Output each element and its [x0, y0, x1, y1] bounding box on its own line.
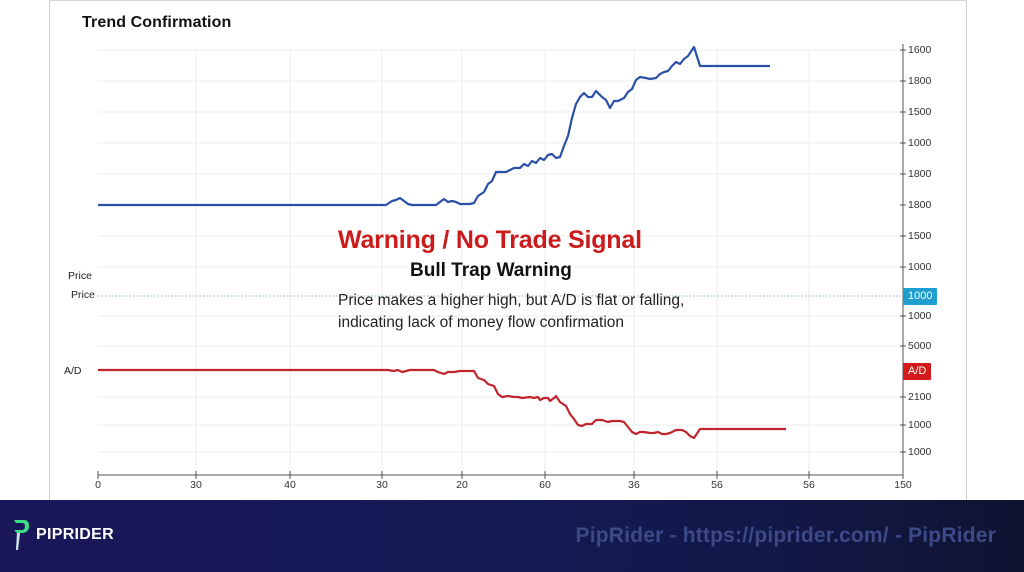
- chart-stage: Trend Confirmation: [49, 0, 967, 501]
- y-tick-label: 1500: [908, 230, 932, 242]
- y-tick-label: 1800: [908, 75, 932, 87]
- footer-banner: PIPRIDER PipRider - https://piprider.com…: [0, 500, 1024, 572]
- brand-name: PIPRIDER: [36, 526, 114, 543]
- y-tick-label: 1800: [908, 168, 932, 180]
- x-tick-label: 0: [95, 479, 101, 491]
- y-tick-label: 1000: [908, 310, 932, 322]
- ad-legend-label: A/D: [64, 365, 82, 377]
- ad-line: [98, 368, 786, 440]
- x-tick-label: 56: [711, 479, 723, 491]
- piprider-logo[interactable]: PIPRIDER: [12, 518, 114, 552]
- y-tick-label: 5000: [908, 340, 932, 352]
- x-tick-label: 20: [456, 479, 468, 491]
- price-legend-label-secondary: Price: [71, 289, 95, 301]
- warning-title: Warning / No Trade Signal: [338, 226, 642, 254]
- y-tick-label: 1500: [908, 106, 932, 118]
- bottom-axis-ticks: [97, 471, 904, 479]
- price-line: [98, 45, 770, 207]
- y-tick-label: 1000: [908, 261, 932, 273]
- x-tick-label: 40: [284, 479, 296, 491]
- piprider-logo-icon: [14, 520, 29, 550]
- warning-description-line-2: indicating lack of money flow confirmati…: [338, 314, 625, 331]
- warning-description-line-1: Price makes a higher high, but A/D is fl…: [338, 292, 685, 309]
- x-tick-label: 36: [628, 479, 640, 491]
- right-axis-ticks: [900, 49, 906, 453]
- chart-title: Trend Confirmation: [82, 14, 232, 31]
- y-tick-label: 1600: [908, 44, 932, 56]
- bull-trap-subtitle: Bull Trap Warning: [410, 260, 572, 281]
- ad-value-tag: A/D: [903, 363, 932, 380]
- price-legend-label: Price: [68, 270, 92, 282]
- footer-credit-link[interactable]: PipRider - https://piprider.com/ - PipRi…: [575, 524, 996, 547]
- plot-area: [97, 44, 906, 479]
- warning-description: Price makes a higher high, but A/D is fl…: [338, 290, 684, 334]
- chart-card: [49, 0, 967, 501]
- y-tick-label: 1000: [908, 446, 932, 458]
- y-tick-label: 1800: [908, 199, 932, 211]
- x-tick-label: 60: [539, 479, 551, 491]
- x-tick-label: 30: [376, 479, 388, 491]
- y-tick-label: 1000: [908, 419, 932, 431]
- price-value-tag: 1000: [903, 288, 938, 305]
- vertical-gridlines: [195, 50, 810, 475]
- x-tick-label: 30: [190, 479, 202, 491]
- y-tick-label: 2100: [908, 391, 932, 403]
- y-tick-label: 1000: [908, 137, 932, 149]
- x-tick-label: 150: [894, 479, 912, 491]
- x-tick-label: 56: [803, 479, 815, 491]
- horizontal-gridlines: [98, 49, 903, 453]
